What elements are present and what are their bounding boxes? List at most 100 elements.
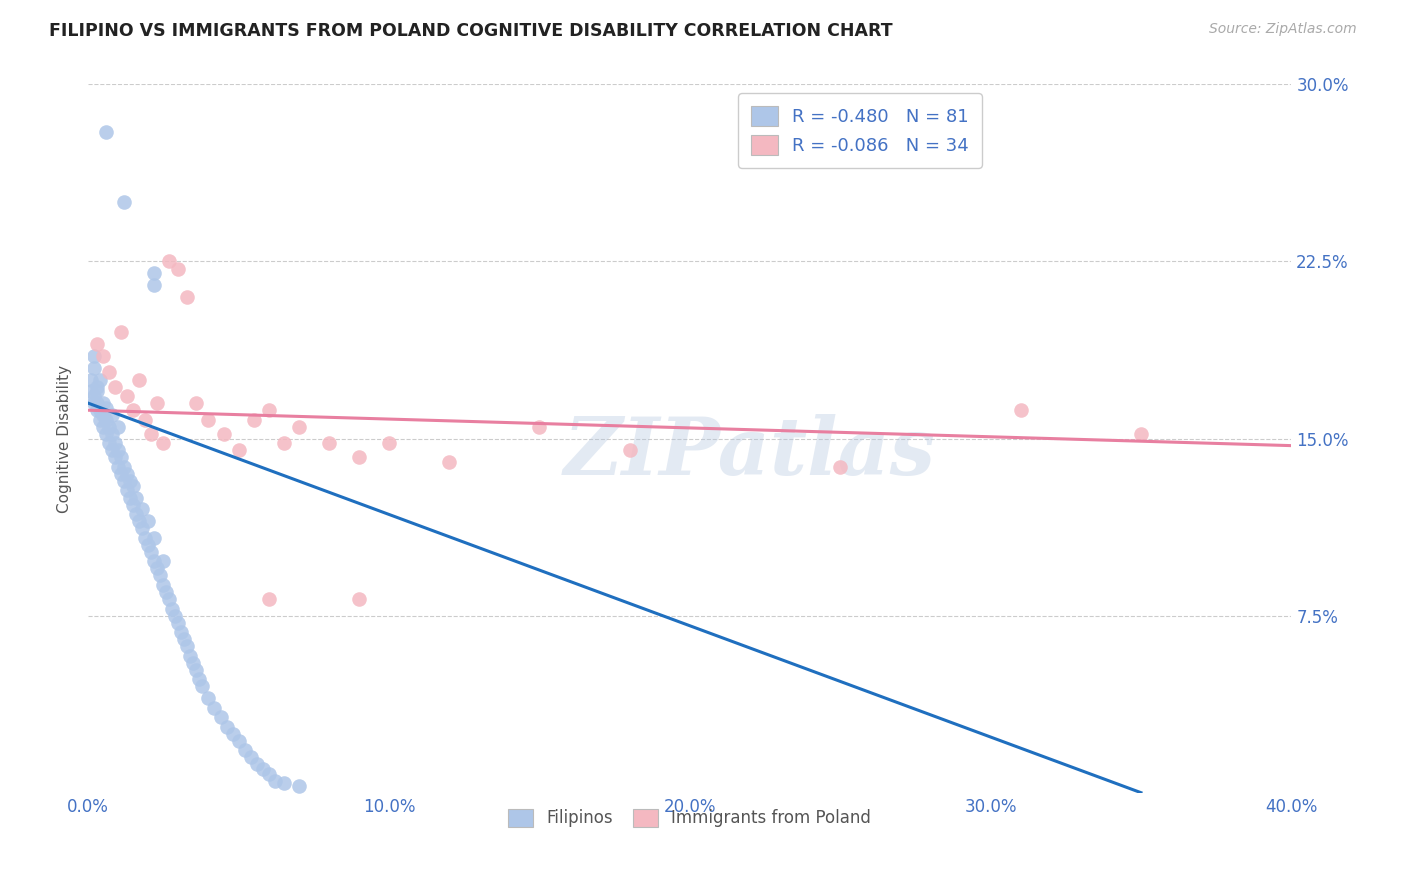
Point bbox=[134, 412, 156, 426]
Point bbox=[141, 545, 163, 559]
Point bbox=[263, 773, 285, 788]
Point bbox=[239, 750, 262, 764]
Point bbox=[619, 443, 641, 458]
Point bbox=[212, 426, 235, 441]
Point bbox=[134, 531, 156, 545]
Point bbox=[104, 436, 127, 450]
Point bbox=[204, 700, 226, 714]
Point bbox=[136, 514, 159, 528]
Point bbox=[112, 459, 135, 474]
Point bbox=[117, 389, 139, 403]
Point bbox=[191, 680, 214, 694]
Point bbox=[233, 743, 256, 757]
Point bbox=[143, 278, 166, 293]
Point bbox=[122, 479, 145, 493]
Point bbox=[120, 474, 142, 488]
Point bbox=[80, 372, 103, 386]
Point bbox=[104, 450, 127, 465]
Point bbox=[112, 195, 135, 210]
Point bbox=[146, 561, 169, 575]
Point bbox=[125, 507, 148, 521]
Point bbox=[91, 408, 114, 422]
Point bbox=[83, 349, 105, 363]
Point bbox=[152, 436, 174, 450]
Point bbox=[176, 290, 198, 304]
Legend: Filipinos, Immigrants from Poland: Filipinos, Immigrants from Poland bbox=[502, 802, 877, 834]
Point bbox=[437, 455, 460, 469]
Point bbox=[221, 726, 243, 740]
Text: ZIPatlas: ZIPatlas bbox=[564, 414, 936, 491]
Point bbox=[529, 419, 551, 434]
Point bbox=[86, 396, 108, 410]
Point bbox=[101, 443, 124, 458]
Point bbox=[152, 578, 174, 592]
Point bbox=[257, 766, 280, 780]
Point bbox=[89, 403, 111, 417]
Point bbox=[273, 436, 295, 450]
Point bbox=[128, 372, 150, 386]
Point bbox=[98, 436, 121, 450]
Point bbox=[165, 608, 187, 623]
Point bbox=[101, 408, 124, 422]
Point bbox=[101, 426, 124, 441]
Point bbox=[228, 733, 250, 747]
Point bbox=[131, 521, 153, 535]
Point bbox=[86, 403, 108, 417]
Point bbox=[98, 366, 121, 380]
Point bbox=[170, 625, 193, 640]
Point bbox=[107, 459, 129, 474]
Point bbox=[91, 349, 114, 363]
Point bbox=[179, 648, 201, 663]
Point bbox=[1010, 403, 1032, 417]
Point bbox=[131, 502, 153, 516]
Point bbox=[110, 326, 132, 340]
Point bbox=[128, 514, 150, 528]
Point bbox=[167, 615, 190, 630]
Point bbox=[183, 656, 205, 670]
Point bbox=[80, 384, 103, 399]
Point bbox=[162, 601, 184, 615]
Point bbox=[104, 379, 127, 393]
Point bbox=[228, 443, 250, 458]
Point bbox=[86, 384, 108, 399]
Point bbox=[98, 419, 121, 434]
Point bbox=[378, 436, 401, 450]
Point bbox=[96, 125, 118, 139]
Point bbox=[287, 419, 309, 434]
Point bbox=[120, 491, 142, 505]
Point bbox=[91, 419, 114, 434]
Point bbox=[117, 483, 139, 498]
Point bbox=[287, 779, 309, 793]
Point bbox=[143, 531, 166, 545]
Point bbox=[96, 401, 118, 415]
Point bbox=[125, 491, 148, 505]
Point bbox=[830, 459, 852, 474]
Point bbox=[186, 663, 208, 677]
Point bbox=[176, 640, 198, 654]
Point bbox=[242, 412, 264, 426]
Point bbox=[318, 436, 340, 450]
Point bbox=[83, 396, 105, 410]
Point bbox=[136, 538, 159, 552]
Text: FILIPINO VS IMMIGRANTS FROM POLAND COGNITIVE DISABILITY CORRELATION CHART: FILIPINO VS IMMIGRANTS FROM POLAND COGNI… bbox=[49, 22, 893, 40]
Point bbox=[257, 592, 280, 607]
Point bbox=[347, 592, 370, 607]
Point bbox=[107, 443, 129, 458]
Point bbox=[157, 592, 180, 607]
Point bbox=[347, 450, 370, 465]
Point bbox=[89, 372, 111, 386]
Point bbox=[197, 691, 219, 706]
Point bbox=[122, 498, 145, 512]
Point bbox=[1129, 426, 1152, 441]
Point bbox=[83, 360, 105, 375]
Point bbox=[209, 710, 232, 724]
Point bbox=[89, 412, 111, 426]
Point bbox=[252, 762, 274, 776]
Point bbox=[257, 403, 280, 417]
Point bbox=[91, 396, 114, 410]
Point bbox=[188, 673, 211, 687]
Point bbox=[117, 467, 139, 481]
Point bbox=[197, 412, 219, 426]
Point bbox=[246, 757, 269, 772]
Point bbox=[146, 396, 169, 410]
